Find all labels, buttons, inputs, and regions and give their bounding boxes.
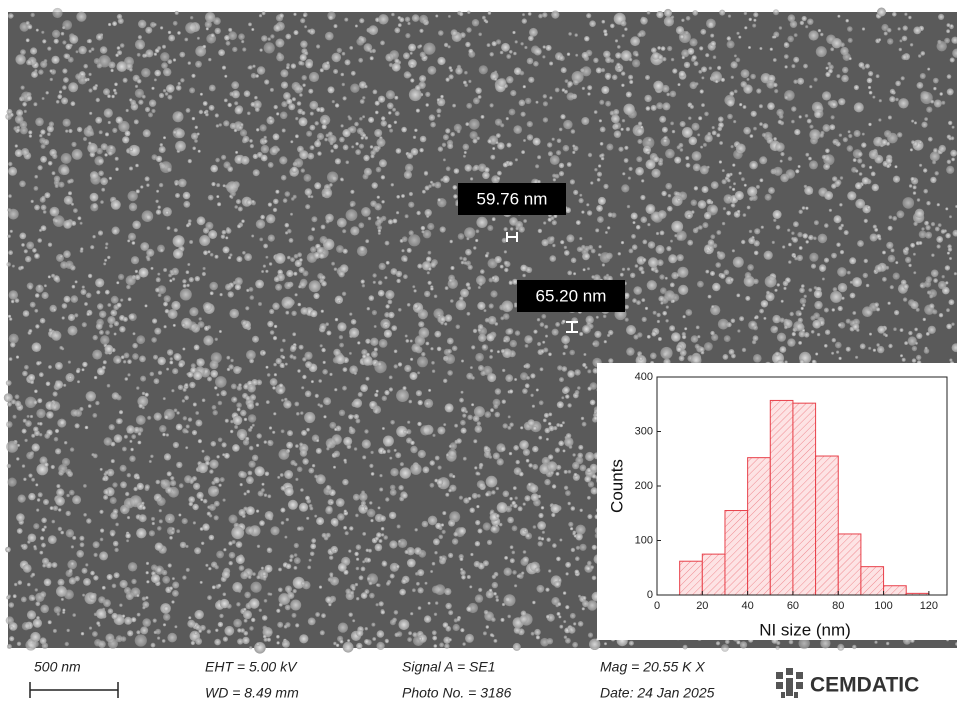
brand: CEMDATIC (810, 674, 919, 697)
bar (748, 458, 771, 595)
bar (838, 534, 861, 595)
x-axis-label: NI size (nm) (759, 620, 851, 639)
y-tick-label: 100 (635, 534, 653, 546)
footer-text: Date: 24 Jan 2025 (600, 685, 715, 701)
footer-text: Signal A = SE1 (402, 659, 496, 675)
footer-text: Mag = 20.55 K X (600, 659, 705, 675)
bar (702, 554, 725, 595)
x-tick-label: 0 (654, 600, 660, 612)
x-tick-label: 60 (787, 600, 799, 612)
annotation: 65.20 nm (536, 286, 607, 305)
annotation: 59.76 nm (477, 189, 548, 208)
bar (680, 561, 703, 595)
y-tick-label: 0 (647, 589, 653, 601)
bar (884, 586, 907, 595)
x-tick-label: 20 (696, 600, 708, 612)
bar (816, 456, 839, 595)
y-tick-label: 300 (635, 425, 653, 437)
bar (770, 400, 793, 595)
bar (793, 403, 816, 595)
y-tick-label: 400 (635, 371, 653, 383)
x-tick-label: 120 (920, 600, 938, 612)
y-tick-label: 200 (635, 480, 653, 492)
footer-text: Photo No. = 3186 (402, 685, 512, 701)
x-tick-label: 80 (832, 600, 844, 612)
footer-text: EHT = 5.00 kV (205, 659, 298, 675)
bar (725, 511, 748, 595)
y-axis-label: Counts (607, 459, 626, 513)
bar (861, 567, 884, 595)
logo-icon (776, 668, 803, 698)
x-tick-label: 40 (742, 600, 754, 612)
scale-bar (30, 682, 118, 698)
footer-text: WD = 8.49 mm (205, 685, 299, 701)
scale-label: 500 nm (34, 659, 81, 675)
x-tick-label: 100 (874, 600, 892, 612)
